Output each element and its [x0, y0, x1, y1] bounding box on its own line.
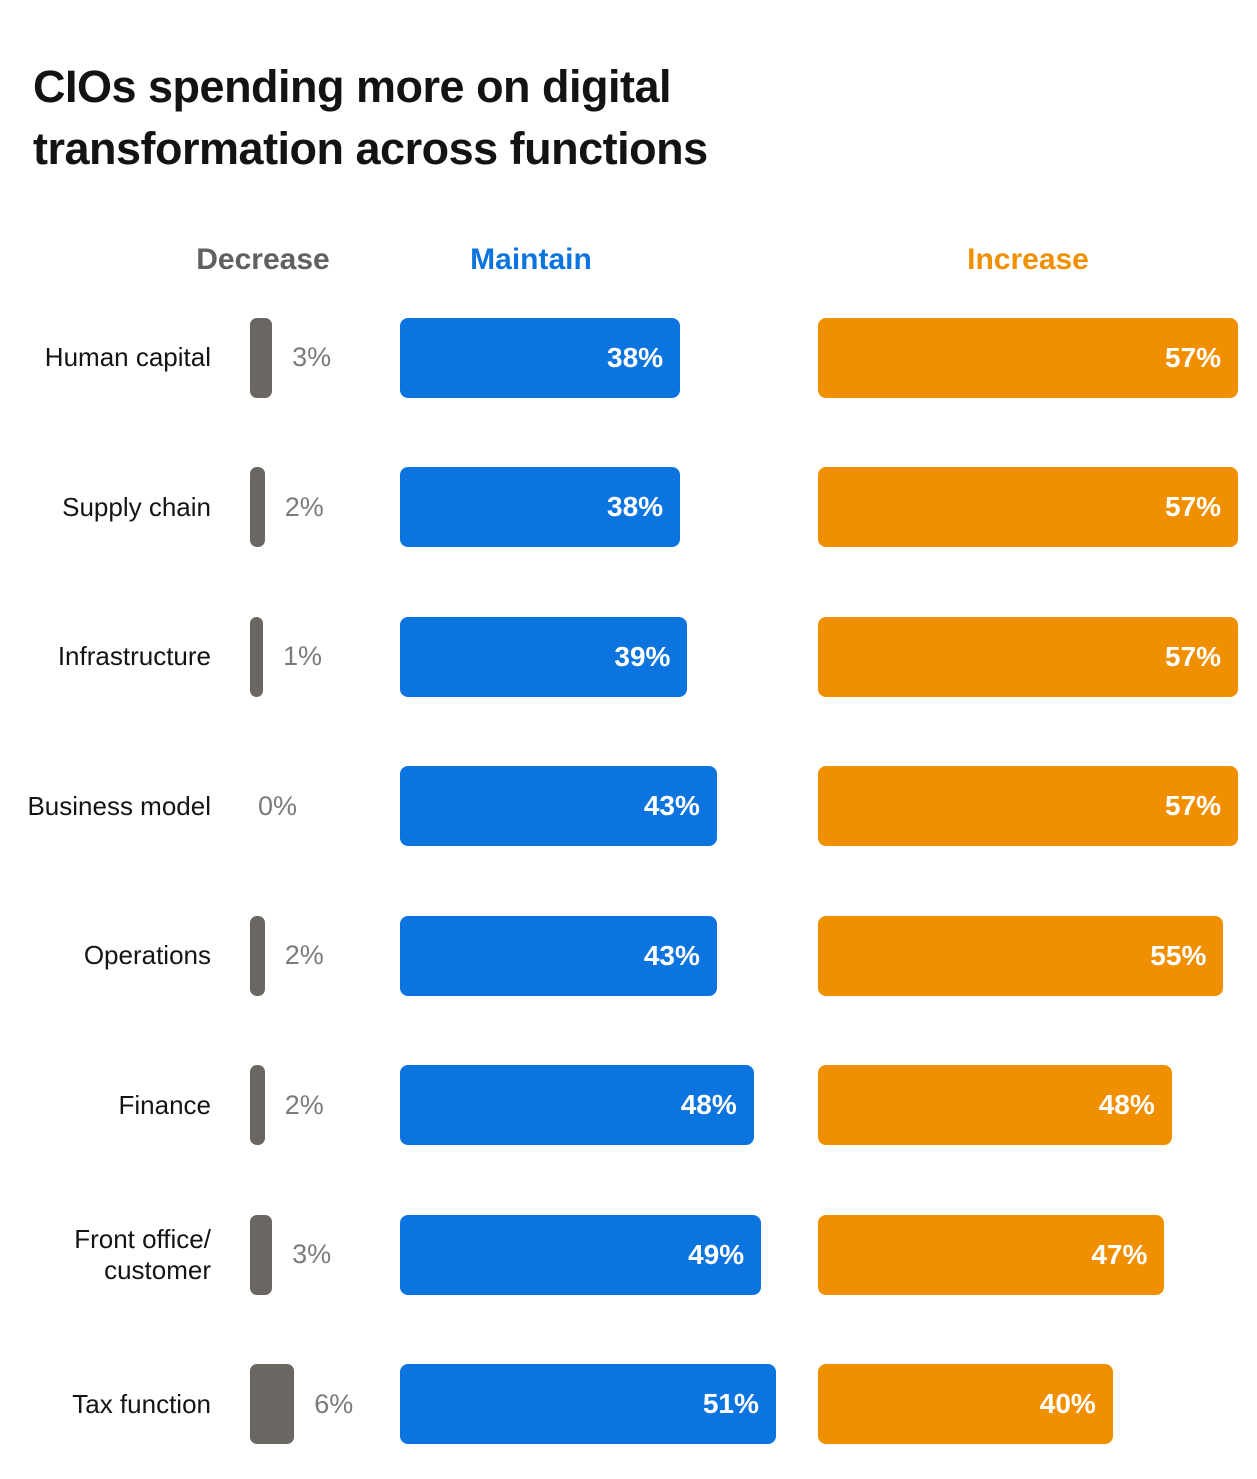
- decrease-value-label: 3%: [292, 342, 331, 373]
- increase-bar: 48%: [818, 1065, 1172, 1145]
- increase-cell: 57%: [818, 318, 1238, 398]
- decrease-bar: [250, 1215, 272, 1295]
- increase-bar: 57%: [818, 617, 1238, 697]
- decrease-value-label: 6%: [314, 1389, 353, 1420]
- decrease-bar: [250, 617, 263, 697]
- decrease-value-label: 2%: [285, 940, 324, 971]
- chart-row: Human capital 3% 38% 57%: [0, 283, 1257, 433]
- maintain-cell: 48%: [400, 1065, 818, 1145]
- column-header-increase: Increase: [898, 243, 1158, 277]
- maintain-bar: 38%: [400, 318, 680, 398]
- chart-row: Operations 2% 43% 55%: [0, 881, 1257, 1031]
- decrease-value-label: 1%: [283, 641, 322, 672]
- decrease-value-label: 3%: [292, 1239, 331, 1270]
- maintain-value-label: 49%: [688, 1239, 744, 1271]
- column-headers: Decrease Maintain Increase: [0, 243, 1257, 285]
- maintain-bar: 43%: [400, 766, 717, 846]
- maintain-bar: 51%: [400, 1364, 776, 1444]
- chart-row: Business model 0% 43% 57%: [0, 732, 1257, 882]
- decrease-cell: 2%: [250, 467, 400, 547]
- chart-row: Front office/ customer 3% 49% 47%: [0, 1180, 1257, 1330]
- maintain-value-label: 39%: [614, 641, 670, 673]
- increase-value-label: 48%: [1099, 1089, 1155, 1121]
- increase-cell: 40%: [818, 1364, 1238, 1444]
- maintain-value-label: 51%: [703, 1388, 759, 1420]
- maintain-cell: 39%: [400, 617, 818, 697]
- column-header-decrease: Decrease: [133, 243, 393, 277]
- decrease-bar: [250, 318, 272, 398]
- maintain-value-label: 48%: [681, 1089, 737, 1121]
- increase-cell: 57%: [818, 617, 1238, 697]
- increase-bar: 57%: [818, 467, 1238, 547]
- chart-row: Supply chain 2% 38% 57%: [0, 433, 1257, 583]
- increase-bar: 47%: [818, 1215, 1164, 1295]
- maintain-cell: 43%: [400, 766, 818, 846]
- category-label: Supply chain: [0, 492, 211, 523]
- chart-row: Infrastructure 1% 39% 57%: [0, 582, 1257, 732]
- increase-cell: 55%: [818, 916, 1238, 996]
- decrease-bar: [250, 1065, 265, 1145]
- category-label: Operations: [0, 940, 211, 971]
- maintain-bar: 43%: [400, 916, 717, 996]
- decrease-value-label: 0%: [258, 791, 297, 822]
- decrease-bar: [250, 916, 265, 996]
- maintain-value-label: 38%: [607, 491, 663, 523]
- increase-cell: 57%: [818, 467, 1238, 547]
- increase-value-label: 57%: [1165, 491, 1221, 523]
- maintain-bar: 49%: [400, 1215, 761, 1295]
- increase-value-label: 57%: [1165, 790, 1221, 822]
- column-header-maintain: Maintain: [401, 243, 661, 277]
- maintain-value-label: 43%: [644, 790, 700, 822]
- maintain-bar: 39%: [400, 617, 687, 697]
- decrease-cell: 3%: [250, 1215, 400, 1295]
- maintain-cell: 38%: [400, 318, 818, 398]
- category-label: Tax function: [0, 1389, 211, 1420]
- category-label: Business model: [0, 791, 211, 822]
- increase-bar: 57%: [818, 766, 1238, 846]
- maintain-value-label: 38%: [607, 342, 663, 374]
- increase-bar: 40%: [818, 1364, 1113, 1444]
- decrease-cell: 3%: [250, 318, 400, 398]
- category-label: Front office/ customer: [0, 1224, 211, 1285]
- decrease-cell: 6%: [250, 1364, 400, 1444]
- decrease-value-label: 2%: [285, 1090, 324, 1121]
- increase-bar: 55%: [818, 916, 1223, 996]
- maintain-bar: 48%: [400, 1065, 754, 1145]
- decrease-cell: 2%: [250, 916, 400, 996]
- decrease-cell: 1%: [250, 617, 400, 697]
- decrease-bar: [250, 1364, 294, 1444]
- chart-row: Finance 2% 48% 48%: [0, 1031, 1257, 1181]
- increase-cell: 57%: [818, 766, 1238, 846]
- category-label: Finance: [0, 1090, 211, 1121]
- decrease-cell: 0%: [250, 766, 400, 846]
- category-label: Infrastructure: [0, 641, 211, 672]
- increase-value-label: 47%: [1091, 1239, 1147, 1271]
- increase-value-label: 40%: [1040, 1388, 1096, 1420]
- chart-rows: Human capital 3% 38% 57% Supply chain 2% 38% 57…: [0, 283, 1257, 1479]
- chart-row: Tax function 6% 51% 40%: [0, 1330, 1257, 1479]
- increase-value-label: 57%: [1165, 641, 1221, 673]
- increase-bar: 57%: [818, 318, 1238, 398]
- increase-cell: 48%: [818, 1065, 1238, 1145]
- category-label: Human capital: [0, 342, 211, 373]
- maintain-cell: 38%: [400, 467, 818, 547]
- decrease-cell: 2%: [250, 1065, 400, 1145]
- maintain-cell: 43%: [400, 916, 818, 996]
- maintain-cell: 51%: [400, 1364, 818, 1444]
- maintain-bar: 38%: [400, 467, 680, 547]
- maintain-value-label: 43%: [644, 940, 700, 972]
- decrease-bar: [250, 467, 265, 547]
- increase-value-label: 57%: [1165, 342, 1221, 374]
- decrease-value-label: 2%: [285, 492, 324, 523]
- increase-cell: 47%: [818, 1215, 1238, 1295]
- increase-value-label: 55%: [1150, 940, 1206, 972]
- chart-title: CIOs spending more on digital transforma…: [33, 56, 903, 180]
- maintain-cell: 49%: [400, 1215, 818, 1295]
